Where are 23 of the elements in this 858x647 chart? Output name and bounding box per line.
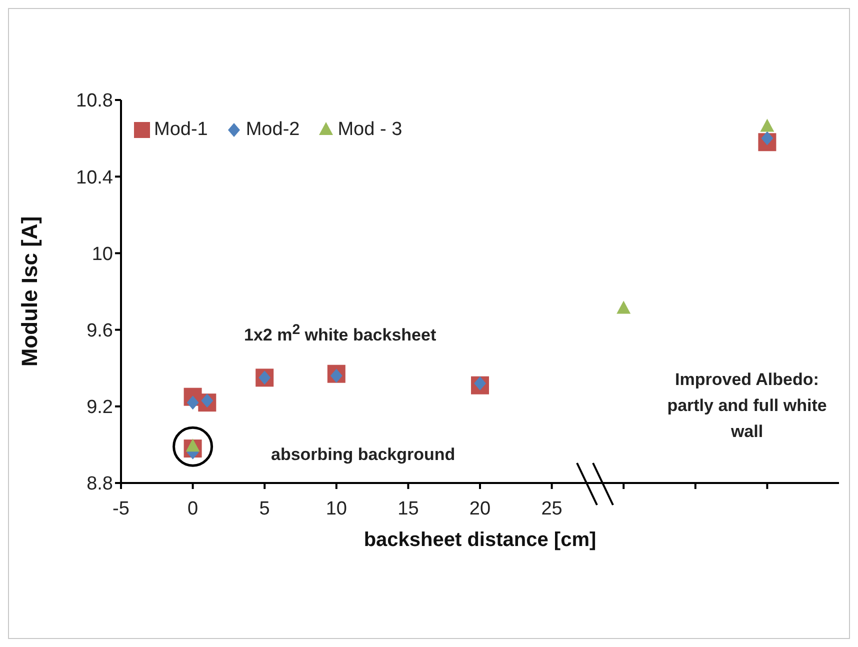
x-tick-label: 15 (398, 498, 419, 520)
x-tick-label: -5 (112, 498, 130, 520)
annotation: 1x2 m$^{2}$ white backsheet (244, 322, 436, 346)
y-axis-title: Module Isc [A] (16, 216, 42, 367)
legend-label: Mod-1 (154, 119, 208, 141)
legend-label: Mod-2 (246, 119, 300, 141)
point (616, 300, 631, 314)
y-tick-label: 8.8 (86, 474, 113, 495)
y-tick-label: 9.6 (86, 320, 113, 342)
x-axis-title: backsheet distance [cm] (364, 529, 596, 551)
x-tick-label: 0 (188, 498, 198, 520)
point (760, 118, 774, 132)
x-tick-label: 20 (469, 498, 491, 520)
y-tick-label: 9.2 (86, 397, 113, 418)
annotation: Improved Albedo: partly and full white wall (666, 369, 828, 443)
y-tick-label: 10.8 (76, 90, 113, 112)
y-tick-label: 10.4 (76, 167, 114, 188)
x-tick-label: 10 (326, 498, 347, 520)
x-tick-label: 5 (259, 498, 270, 520)
y-tick-label: 10 (92, 244, 113, 265)
x-tick-label: 25 (541, 498, 562, 520)
annotation: absorbing background (271, 445, 456, 465)
legend-label: Mod - 3 (338, 119, 402, 141)
